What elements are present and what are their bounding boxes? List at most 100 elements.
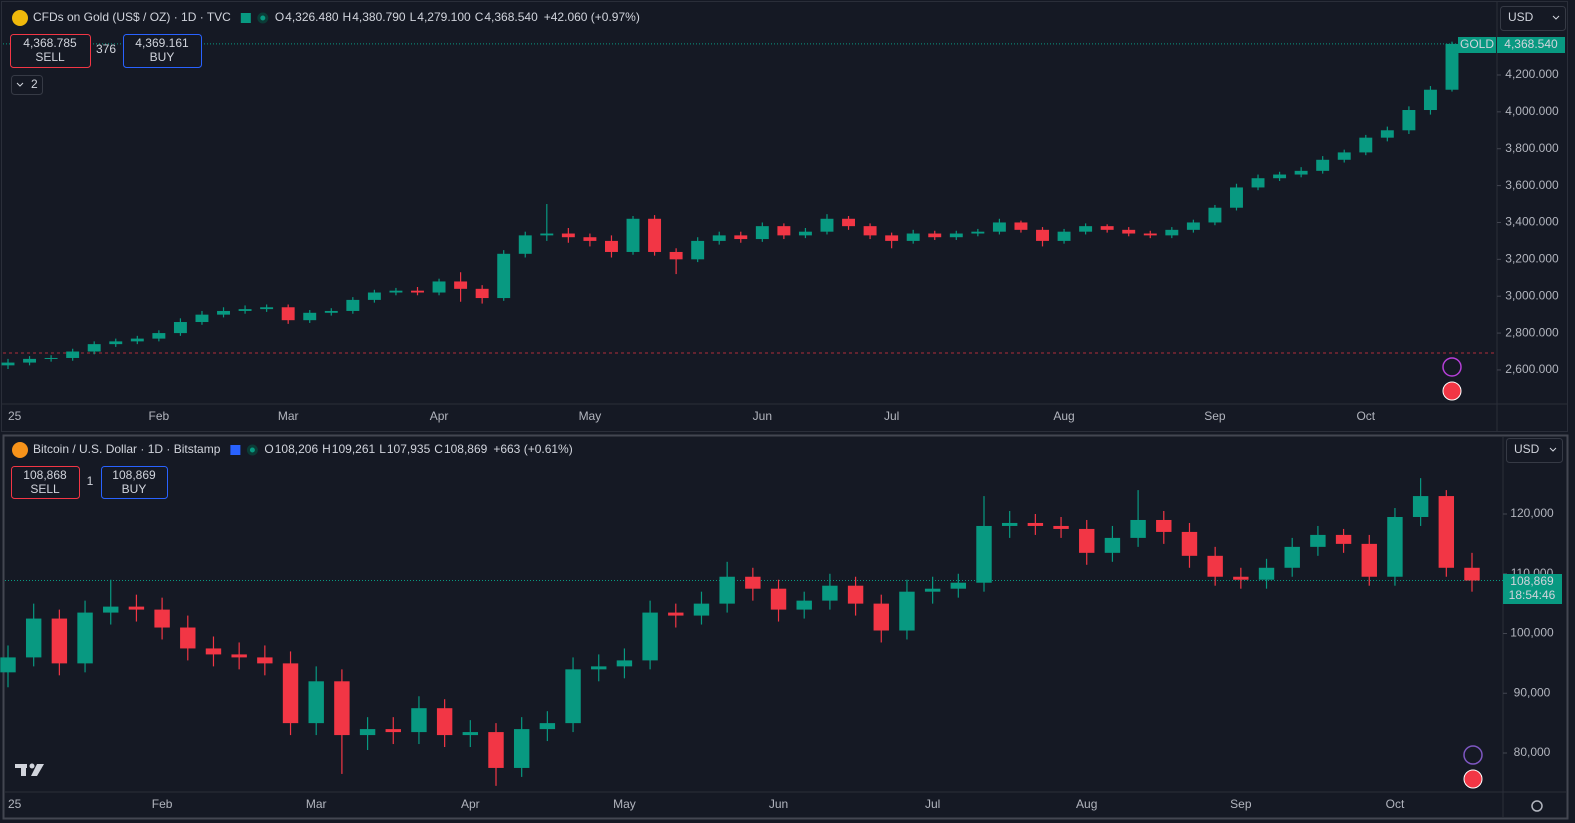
x-tick-label: Oct [1356, 409, 1375, 423]
candle-body [1402, 110, 1416, 131]
ohlc-label: C [434, 442, 443, 456]
candle-body [906, 233, 920, 241]
sell-label: SELL [35, 50, 65, 64]
candle-body [23, 358, 37, 363]
candle-body [462, 732, 479, 736]
candle-body [561, 233, 575, 238]
currency-button[interactable] [1506, 438, 1563, 463]
spread: 1 [87, 474, 94, 488]
ohlc-value: 108,869 [444, 442, 488, 456]
candle-body [847, 585, 864, 604]
candle-body [1464, 567, 1480, 581]
y-tick-label: 3,400.000 [1505, 215, 1559, 229]
candle-body [842, 218, 856, 227]
x-tick-label: Apr [430, 409, 449, 423]
candle-body [1438, 496, 1455, 568]
candle-body [128, 606, 145, 610]
candle-body [282, 663, 299, 724]
y-tick-label: 3,600.000 [1505, 178, 1559, 192]
candle-body [1207, 555, 1223, 577]
y-tick-label: 3,800.000 [1505, 141, 1559, 155]
x-tick-label: Sep [1230, 797, 1252, 811]
candle-body [712, 235, 726, 241]
buy-price: 108,869 [112, 468, 156, 482]
flag-icon[interactable] [230, 445, 241, 455]
candle-body [1027, 522, 1044, 526]
candle-body [1230, 187, 1243, 208]
buy-button[interactable] [101, 466, 168, 499]
y-tick-label: 100,000 [1510, 626, 1554, 640]
spread: 376 [96, 42, 116, 56]
candle-body [928, 233, 942, 238]
candle-body [1251, 178, 1265, 188]
candle-body [899, 591, 915, 631]
countdown: 18:54:46 [1509, 588, 1556, 602]
candle-body [87, 344, 101, 352]
chart-title: CFDs on Gold (US$ / OZ) · 1D · TVC [33, 10, 231, 24]
candle-body [77, 612, 93, 664]
chart-title: Bitcoin / U.S. Dollar · 1D · Bitstamp [33, 442, 221, 456]
event-icon[interactable] [1463, 769, 1483, 789]
candle-body [626, 218, 640, 252]
candle-body [885, 235, 899, 241]
candle-body [66, 351, 80, 358]
event-icon[interactable] [1442, 381, 1462, 401]
candle-body [518, 235, 532, 254]
candle-body [1181, 531, 1198, 556]
sell-button[interactable] [11, 466, 80, 499]
candle-body [25, 618, 42, 658]
settings-button[interactable] [1531, 800, 1543, 812]
candle-body [1359, 137, 1373, 153]
sell-button[interactable] [10, 34, 91, 68]
flag-icon[interactable] [240, 13, 251, 23]
candle-body [1273, 174, 1287, 179]
candle-body [1, 362, 15, 366]
candle-body [796, 600, 812, 610]
currency-button[interactable] [1500, 6, 1566, 31]
ohlc-value: 109,261 [332, 442, 376, 456]
event-icon[interactable] [1463, 745, 1483, 765]
candle-body [1361, 543, 1377, 577]
y-tick-label: 3,200.000 [1505, 252, 1559, 266]
ohlc-value: 4,368.540 [484, 10, 538, 24]
candle-body [755, 226, 769, 240]
buy-price: 4,369.161 [135, 36, 189, 50]
candle-body [260, 307, 274, 310]
y-tick-label: 120,000 [1510, 506, 1554, 520]
ohlc-label: L [379, 442, 386, 456]
candle-body [1079, 226, 1093, 232]
candle-body [109, 341, 123, 345]
candle-body [1122, 229, 1136, 234]
chevron [16, 82, 24, 87]
candle-body [1233, 576, 1249, 580]
y-tick-label: 2,800.000 [1505, 325, 1559, 339]
candle-body [1079, 528, 1095, 553]
collapse-button[interactable] [11, 75, 43, 95]
event-icon[interactable] [1442, 357, 1462, 377]
x-tick-label: May [579, 409, 602, 423]
candle-body [180, 627, 196, 649]
candle-body [195, 314, 209, 323]
candle-body [1186, 222, 1200, 230]
candle-body [949, 233, 963, 238]
candle-body [604, 240, 618, 252]
x-tick-label: Feb [149, 409, 170, 423]
candle-body [154, 609, 170, 628]
candle-body [152, 333, 166, 339]
candle-body [346, 299, 360, 311]
x-tick-label: Jul [925, 797, 940, 811]
candle-body [539, 723, 556, 730]
x-tick-label: May [613, 797, 636, 811]
candle-body [389, 290, 403, 293]
y-tick-label: 80,000 [1514, 745, 1551, 759]
candle-body [719, 576, 735, 604]
candle-body [334, 681, 350, 736]
currency: USD [1514, 442, 1540, 456]
candle-body [616, 660, 633, 667]
buy-button[interactable] [123, 34, 202, 68]
candle-body [385, 729, 401, 733]
candle-body [734, 235, 748, 240]
candle-body [1310, 534, 1326, 547]
candle-body [359, 729, 376, 736]
